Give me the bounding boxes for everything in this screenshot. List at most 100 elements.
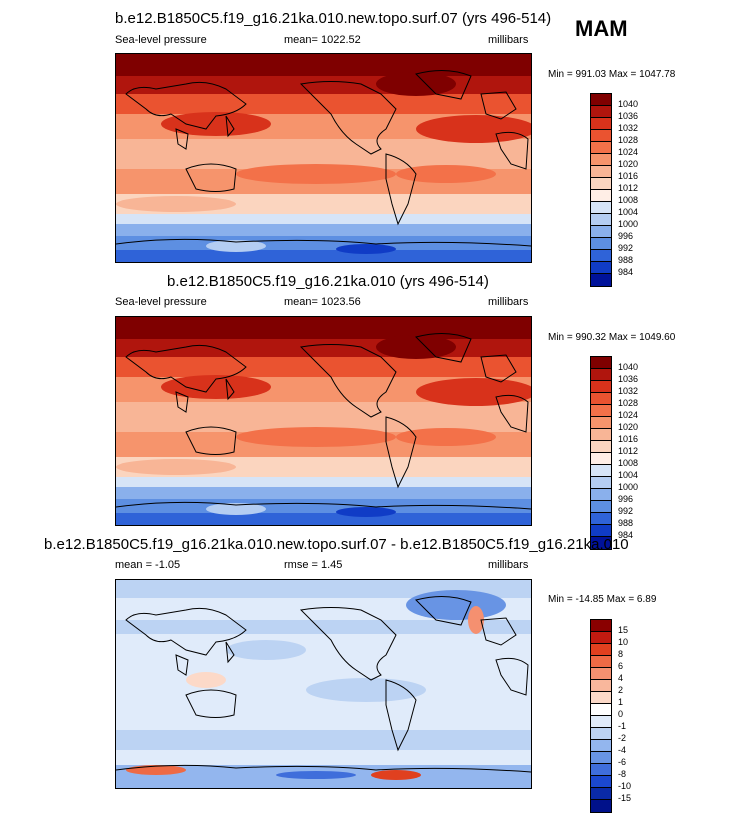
colorbar-box [591,357,611,369]
panel-2-minmax: Min = 990.32 Max = 1049.60 [548,332,676,343]
field-band [116,250,531,262]
colorbar-label: 1028 [618,135,639,145]
field-band [116,94,531,114]
colorbar-box [591,537,611,549]
colorbar-label: 0 [618,709,624,719]
colorbar-label: 1 [618,697,624,707]
field-blob [468,606,484,634]
coastline [225,378,235,401]
field-band [116,317,531,339]
field-blob [206,240,266,252]
colorbar-box [591,94,611,106]
field-blob [236,164,396,184]
colorbar-label: 1040 [618,362,639,372]
colorbar-label: 1000 [618,482,639,492]
colorbar-label: 1000 [618,219,639,229]
coastline [415,333,472,363]
field-blob [186,672,226,688]
colorbar-box [591,788,611,800]
panel-1-map [115,53,532,263]
field-band [116,357,531,377]
colorbar-label: -8 [618,769,627,779]
field-blob [416,115,531,143]
colorbar-box [591,620,611,632]
panel-2-title: b.e12.B1850C5.f19_g16.21ka.010 (yrs 496-… [167,273,489,290]
colorbar-box [591,704,611,716]
coastline [116,764,531,773]
colorbar-box [591,381,611,393]
colorbar-box [591,154,611,166]
field-band [116,402,531,432]
field-blob [226,640,306,660]
field-blob [376,335,456,359]
colorbar-box [591,429,611,441]
field-band [116,224,531,236]
colorbar-box [591,644,611,656]
colorbar-label: 1032 [618,123,639,133]
colorbar-box [591,740,611,752]
colorbar-label: -2 [618,733,627,743]
map-field [116,54,531,262]
colorbar-label: 1024 [618,147,639,157]
colorbar-label: -4 [618,745,627,755]
colorbar-box [591,118,611,130]
colorbar-box [591,465,611,477]
colorbar-box [591,202,611,214]
colorbar-box [591,668,611,680]
colorbar-label: 996 [618,494,634,504]
colorbar-label: 988 [618,255,634,265]
colorbar-label: 1020 [618,159,639,169]
colorbar-label: 1016 [618,171,639,181]
field-blob [371,770,421,780]
season-label: MAM [575,16,628,41]
field-band [116,620,531,634]
coastline [495,394,529,433]
coastline [385,153,417,226]
panel-3-colorbar [590,619,612,813]
panel-3-rmse: rmse = 1.45 [284,559,343,571]
colorbar-label: 1016 [618,434,639,444]
coastline [299,81,397,155]
colorbar-box [591,632,611,644]
colorbar-box [591,477,611,489]
field-band [116,139,531,169]
colorbar-label: 1028 [618,398,639,408]
panel-2-variable: Sea-level pressure [115,296,207,308]
colorbar-box [591,764,611,776]
colorbar-box [591,716,611,728]
field-blob [236,427,396,447]
panel-1-colorbar [590,93,612,287]
colorbar-box [591,800,611,812]
panel-2-colorbar-labels: 1040 1036 1032 1028 1024 1020 1016 1012 1008 1004… [618,361,638,541]
colorbar-box [591,692,611,704]
colorbar-label: 984 [618,267,634,277]
colorbar-box [591,106,611,118]
coastline [495,131,529,170]
colorbar-box [591,226,611,238]
colorbar-box [591,752,611,764]
panel-2-map [115,316,532,526]
colorbar-box [591,405,611,417]
panel-3-colorbar-labels: 15 10 8 6 4 2 1 0 -1 -2 -4 -6 -8 -10 -15 [618,624,631,804]
panel-3-minmax: Min = -14.85 Max = 6.89 [548,594,657,605]
field-blob [396,428,496,446]
colorbar-box [591,214,611,226]
field-blob [116,196,236,212]
colorbar-box [591,776,611,788]
colorbar-label: 1008 [618,195,639,205]
coastline [299,344,397,418]
coastline [495,657,529,696]
colorbar-label: 1008 [618,458,639,468]
coastline [225,115,235,138]
field-band [116,730,531,750]
colorbar-box [591,166,611,178]
colorbar-box [591,250,611,262]
colorbar-box [591,417,611,429]
field-blob [116,459,236,475]
panel-1-colorbar-labels: 1040 1036 1032 1028 1024 1020 1016 1012 1008 1004… [618,98,638,278]
colorbar-label: -10 [618,781,632,791]
coastline [185,163,237,192]
coastline [385,679,417,752]
panel-2-units: millibars [488,296,529,308]
panel-1-variable: Sea-level pressure [115,34,207,46]
